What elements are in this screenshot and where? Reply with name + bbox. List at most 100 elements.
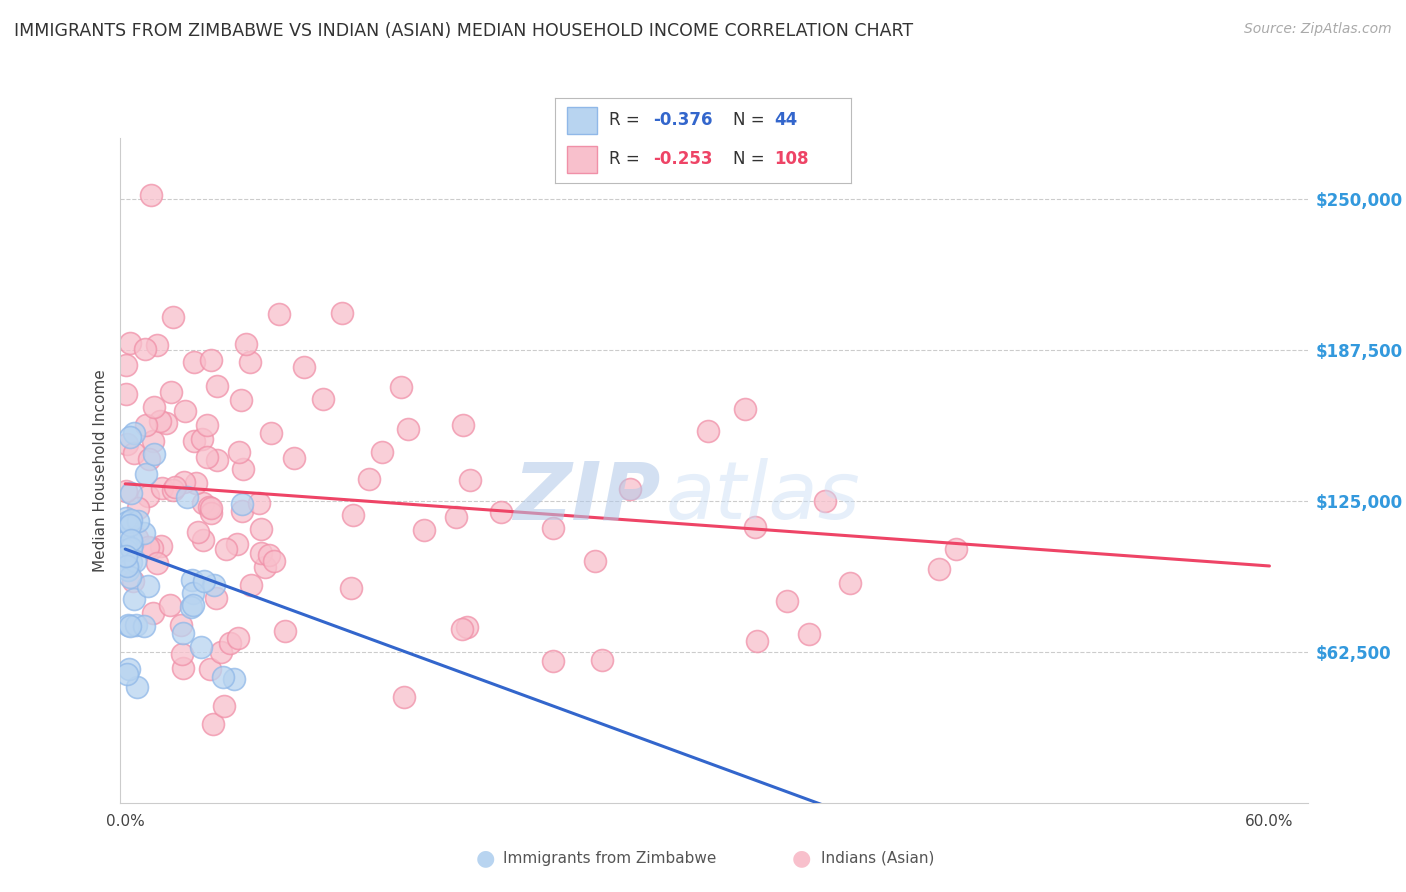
Point	[149, 414, 172, 428]
Point	[127, 501, 149, 516]
Text: -0.253: -0.253	[652, 150, 713, 168]
Point	[747, 634, 769, 648]
Point	[181, 573, 204, 587]
Text: ●: ●	[792, 848, 811, 868]
Point	[389, 380, 412, 394]
Point	[136, 490, 159, 504]
Point	[193, 574, 215, 588]
Point	[115, 666, 138, 681]
Point	[146, 557, 169, 571]
Point	[159, 385, 181, 400]
Point	[170, 617, 193, 632]
Point	[115, 516, 138, 530]
Point	[159, 598, 181, 612]
Point	[211, 670, 233, 684]
Point	[451, 623, 474, 637]
Text: ZIP: ZIP	[513, 458, 659, 536]
Point	[239, 355, 262, 369]
Point	[451, 418, 474, 433]
Point	[143, 447, 166, 461]
Point	[204, 591, 226, 606]
Point	[444, 509, 467, 524]
Point	[541, 521, 564, 535]
Text: R =: R =	[609, 112, 644, 129]
Point	[583, 554, 606, 568]
FancyBboxPatch shape	[567, 145, 596, 173]
Point	[257, 549, 280, 563]
Point	[197, 500, 219, 514]
Point	[115, 543, 138, 558]
Point	[115, 387, 138, 401]
Point	[202, 578, 225, 592]
Y-axis label: Median Household Income: Median Household Income	[93, 369, 108, 572]
Point	[127, 514, 149, 528]
Point	[136, 541, 159, 555]
Point	[219, 636, 242, 650]
Point	[200, 352, 222, 367]
Point	[814, 493, 837, 508]
Point	[489, 505, 512, 519]
Point	[162, 483, 184, 498]
Text: N =: N =	[733, 150, 769, 168]
Text: IMMIGRANTS FROM ZIMBABWE VS INDIAN (ASIAN) MEDIAN HOUSEHOLD INCOME CORRELATION C: IMMIGRANTS FROM ZIMBABWE VS INDIAN (ASIA…	[14, 22, 912, 40]
Text: Source: ZipAtlas.com: Source: ZipAtlas.com	[1244, 22, 1392, 37]
Point	[591, 653, 613, 667]
Point	[200, 506, 222, 520]
Point	[138, 452, 160, 467]
Point	[283, 450, 305, 465]
Point	[249, 522, 271, 536]
Point	[155, 416, 177, 430]
Point	[117, 618, 139, 632]
Point	[209, 645, 232, 659]
Point	[180, 600, 202, 615]
Point	[260, 425, 283, 440]
Point	[132, 619, 155, 633]
Point	[359, 472, 381, 486]
Point	[163, 479, 186, 493]
Point	[340, 581, 363, 595]
Point	[120, 541, 142, 556]
Point	[191, 533, 214, 548]
Text: 108: 108	[773, 150, 808, 168]
Point	[215, 541, 238, 556]
Point	[150, 482, 173, 496]
Point	[253, 560, 276, 574]
Point	[371, 444, 394, 458]
Point	[132, 525, 155, 540]
Point	[125, 680, 148, 694]
Point	[231, 504, 253, 518]
Point	[456, 620, 478, 634]
Point	[183, 355, 205, 369]
Point	[195, 417, 218, 432]
Point	[734, 402, 756, 417]
Point	[122, 592, 145, 607]
Text: 44: 44	[773, 112, 797, 129]
Point	[458, 473, 481, 487]
Point	[117, 563, 139, 577]
Point	[229, 393, 252, 408]
Text: Immigrants from Zimbabwe: Immigrants from Zimbabwe	[503, 851, 717, 865]
Point	[187, 524, 209, 539]
Point	[269, 307, 291, 321]
Point	[141, 541, 163, 555]
Text: atlas: atlas	[666, 458, 860, 536]
Text: N =: N =	[733, 112, 769, 129]
Text: ●: ●	[475, 848, 495, 868]
Point	[122, 446, 145, 460]
Text: R =: R =	[609, 150, 644, 168]
Point	[122, 425, 145, 440]
Point	[183, 434, 205, 448]
Point	[744, 520, 766, 534]
Point	[240, 578, 263, 592]
Point	[172, 648, 194, 662]
Point	[118, 335, 141, 350]
Point	[115, 483, 138, 498]
Point	[150, 539, 173, 553]
Point	[263, 554, 285, 568]
Point	[228, 631, 250, 645]
Point	[195, 450, 218, 464]
Point	[135, 467, 157, 481]
Point	[120, 486, 142, 500]
Point	[127, 531, 149, 545]
Point	[231, 497, 253, 511]
